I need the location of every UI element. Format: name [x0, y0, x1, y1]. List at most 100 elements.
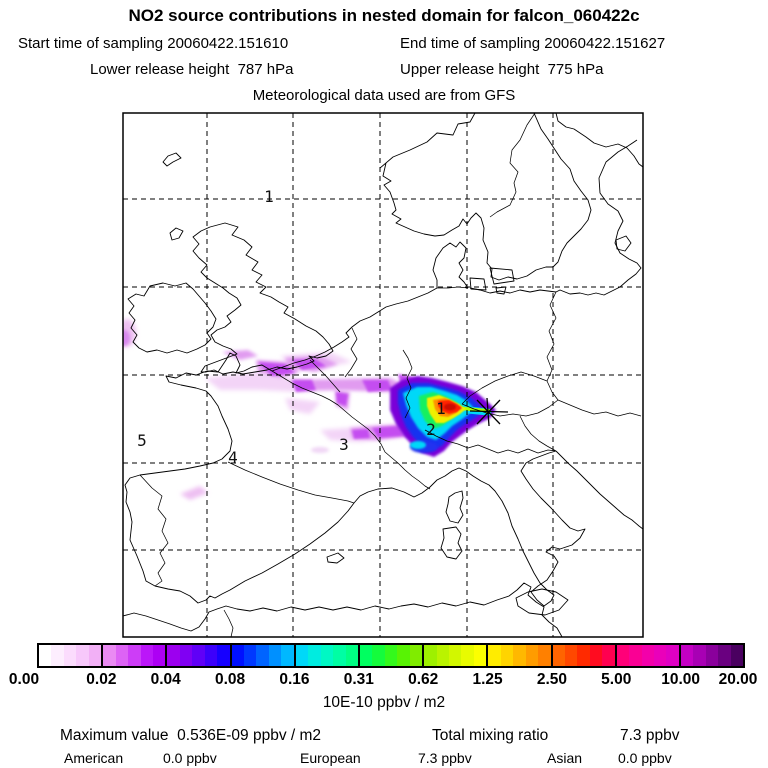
colorbar-cell	[308, 645, 321, 666]
plume-blob	[222, 350, 258, 360]
plume-blob	[352, 429, 370, 439]
colorbar-tick-label: 10.00	[661, 671, 701, 688]
colorbar-segment	[101, 645, 166, 666]
graticule	[123, 113, 643, 637]
colorbar-cell	[152, 645, 166, 666]
colorbar-cell	[500, 645, 514, 666]
colorbar-cell	[51, 645, 64, 666]
colorbar-segment	[357, 645, 423, 666]
footer-item: 0.0 ppbv	[163, 750, 217, 766]
coastline	[127, 282, 217, 354]
source-marker-icon	[469, 397, 509, 427]
plume-layer	[123, 319, 496, 500]
country-border	[437, 286, 469, 289]
colorbar-cell	[436, 645, 449, 666]
footer-item: European	[300, 750, 361, 766]
country-border	[227, 461, 355, 504]
colorbar-cell	[473, 645, 487, 666]
plume-blob	[292, 380, 316, 392]
colorbar-segment	[550, 645, 615, 666]
footer-item: American	[64, 750, 124, 766]
colorbar-segment	[614, 645, 679, 666]
page-title: NO2 source contributions in nested domai…	[128, 6, 640, 25]
footer-item: 7.3 ppbv	[418, 750, 472, 766]
footer-item: Asian	[547, 750, 583, 766]
colorbar-cell	[192, 645, 205, 666]
coastline	[432, 241, 469, 289]
colorbar-cell	[281, 645, 294, 666]
country-border	[489, 113, 536, 218]
trajectory-marker: 1	[264, 187, 274, 206]
colorbar-cell	[76, 645, 89, 666]
colorbar-cell	[268, 645, 282, 666]
colorbar-cell	[538, 645, 551, 666]
coastline	[123, 582, 563, 637]
colorbar-cell	[730, 645, 744, 666]
colorbar-cell	[616, 645, 630, 666]
colorbar-cell	[564, 645, 578, 666]
colorbar-cell	[629, 645, 642, 666]
colorbar-tick-label: 0.31	[343, 671, 374, 688]
colorbar-cell	[231, 645, 244, 666]
coastline	[489, 267, 515, 285]
coastline	[555, 450, 643, 530]
colorbar-tick-label: 0.00	[8, 671, 40, 688]
coastline	[192, 222, 334, 375]
map-frame	[122, 112, 644, 638]
plume-blob	[123, 330, 130, 346]
plume-blob	[362, 380, 392, 392]
colorbar-cell	[359, 645, 373, 666]
plume-blob	[285, 398, 320, 414]
end-time-label: End time of sampling 20060422.151627	[400, 35, 666, 52]
colorbar-segment	[486, 645, 551, 666]
met-data-label: Meteorological data used are from GFS	[252, 87, 516, 104]
colorbar-cell	[128, 645, 141, 666]
colorbar-cell	[140, 645, 153, 666]
coastline	[440, 526, 463, 560]
coastline	[124, 287, 555, 607]
footer-item: 0.0 ppbv	[618, 750, 672, 766]
country-border	[223, 609, 234, 637]
colorbar-units-label: 10E-10 ppbv / m2	[322, 694, 446, 711]
country-border	[271, 370, 431, 490]
plume-blob	[180, 486, 208, 500]
colorbar-cell	[179, 645, 193, 666]
colorbar-cell	[384, 645, 398, 666]
colorbar-tick-label: 2.50	[536, 671, 567, 688]
colorbar-cell	[641, 645, 654, 666]
colorbar	[37, 643, 745, 668]
colorbar-cell	[705, 645, 719, 666]
colorbar-cell	[372, 645, 385, 666]
colorbar-cell	[333, 645, 346, 666]
colorbar-tick-label: 0.02	[86, 671, 117, 688]
trajectory-marker: 3	[339, 435, 349, 454]
footer-item: Maximum value 0.536E-09 ppbv / m2	[60, 727, 322, 744]
coastline	[520, 450, 586, 593]
footer-item: Total mixing ratio	[432, 727, 549, 744]
colorbar-cell	[397, 645, 410, 666]
colorbar-cell	[63, 645, 77, 666]
colorbar-cell	[295, 645, 309, 666]
coastline	[469, 277, 487, 291]
colorbar-cell	[345, 645, 358, 666]
country-border	[424, 429, 557, 454]
colorbar-cell	[167, 645, 180, 666]
colorbar-cell	[115, 645, 129, 666]
colorbar-cell	[88, 645, 102, 666]
colorbar-cell	[256, 645, 269, 666]
colorbar-cell	[449, 645, 462, 666]
coastline	[379, 113, 592, 281]
colorbar-segment	[678, 645, 744, 666]
coastline	[515, 588, 569, 616]
colorbar-cell	[461, 645, 474, 666]
country-border	[546, 291, 557, 382]
lower-release-label: Lower release height 787 hPa	[90, 61, 294, 78]
colorbar-cell	[488, 645, 501, 666]
start-time-label: Start time of sampling 20060422.151610	[18, 35, 289, 52]
coastline	[169, 227, 184, 241]
plume-blob	[444, 403, 456, 411]
colorbar-segment	[422, 645, 487, 666]
colorbar-cell	[654, 645, 667, 666]
trajectory-marker: 1	[436, 399, 446, 418]
